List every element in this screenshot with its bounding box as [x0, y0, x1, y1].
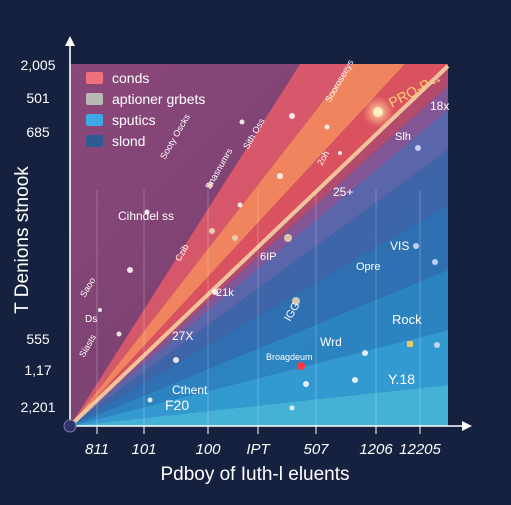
- particle: [237, 202, 243, 208]
- x-tick-labels: 811 101 100 IPT 507 1206 12205: [85, 426, 442, 458]
- legend-swatch: [86, 93, 103, 105]
- annotation-label: Rock: [392, 312, 422, 327]
- particle: [147, 397, 153, 403]
- annotation-label: 25+: [333, 185, 353, 199]
- particle: [277, 173, 283, 179]
- legend-label: aptioner grbets: [112, 91, 205, 107]
- area-band: [70, 270, 448, 426]
- particle: [292, 297, 300, 305]
- particle: [324, 124, 330, 130]
- annotation-label: Cthent: [172, 383, 208, 397]
- area-band: [70, 385, 448, 426]
- annotation-label: Wrd: [320, 335, 342, 349]
- particle: [373, 107, 383, 117]
- particle: [415, 145, 421, 151]
- legend: conds aptioner grbets sputics slond: [86, 70, 205, 149]
- annotation-label: Broagdeum: [266, 352, 313, 362]
- y-tick-label: 2,005: [20, 57, 55, 73]
- particle: [289, 405, 295, 411]
- particle: [434, 342, 440, 348]
- annotation-label: F20: [165, 397, 189, 413]
- particle: [173, 357, 179, 363]
- annotation-label: Ds: [85, 314, 97, 325]
- particle: [232, 235, 238, 241]
- area-band: [70, 330, 448, 426]
- y-tick-labels: 2,005 501 685 555 1,17 2,201: [20, 57, 55, 415]
- axes: [63, 36, 472, 433]
- legend-label: slond: [112, 133, 145, 149]
- x-tick-label: 811: [85, 441, 109, 458]
- particle: [116, 331, 122, 337]
- legend-label: conds: [112, 70, 149, 86]
- particle: [144, 209, 150, 215]
- y-tick-label: 685: [26, 124, 50, 140]
- area-band: [70, 110, 448, 426]
- x-tick-label: 12205: [399, 441, 441, 458]
- area-band: [70, 205, 448, 426]
- y-tick-label: 555: [26, 331, 50, 347]
- annotation-label: VIS: [390, 239, 409, 253]
- x-tick-label: 100: [195, 441, 221, 458]
- y-axis-arrow: [65, 36, 75, 46]
- particle: [338, 151, 342, 155]
- particle: [362, 350, 368, 356]
- particle: [127, 267, 133, 273]
- x-tick-label: 1206: [359, 441, 393, 458]
- annotation-label: Slh: [395, 131, 411, 143]
- y-tick-label: 2,201: [20, 399, 55, 415]
- particle: [239, 119, 245, 125]
- y-tick-label: 501: [26, 90, 50, 106]
- origin-marker: [63, 419, 77, 433]
- annotation-label: 18x: [430, 99, 449, 113]
- legend-swatch: [86, 135, 103, 147]
- particle: [289, 113, 295, 119]
- y-axis-label: T Denions stnook: [12, 166, 33, 314]
- area-band: [70, 86, 448, 426]
- particle: [413, 243, 419, 249]
- particles: [98, 107, 440, 411]
- annotation-label: 21k: [216, 287, 234, 299]
- particle: [432, 259, 438, 265]
- x-tick-label: 507: [303, 441, 329, 458]
- particle: [98, 308, 102, 312]
- annotation-label: 6IP: [260, 251, 277, 263]
- particle: [284, 234, 292, 242]
- annotation-label: Cihndel ss: [118, 209, 174, 223]
- particle: [352, 377, 358, 383]
- particle: [212, 289, 218, 295]
- legend-swatch: [86, 72, 103, 84]
- area-band: [70, 150, 448, 426]
- marker-square: [407, 341, 413, 347]
- x-axis-arrow: [462, 421, 472, 431]
- particle: [209, 228, 215, 234]
- annotation-label: 27X: [172, 329, 193, 343]
- annotation-label: Opre: [356, 261, 380, 273]
- legend-label: sputics: [112, 112, 156, 128]
- x-tick-label: 101: [131, 441, 156, 458]
- y-tick-label: 1,17: [24, 362, 51, 378]
- particle: [303, 381, 309, 387]
- x-tick-label: IPT: [246, 441, 271, 458]
- marker-red: [297, 362, 305, 370]
- annotation-label: Y.18: [388, 371, 415, 387]
- particle: [207, 182, 213, 188]
- x-axis-label: Pdboy of Iuth-l eluents: [160, 464, 349, 485]
- gridlines: [96, 190, 421, 426]
- area-bands: [68, 64, 450, 428]
- legend-swatch: [86, 114, 103, 126]
